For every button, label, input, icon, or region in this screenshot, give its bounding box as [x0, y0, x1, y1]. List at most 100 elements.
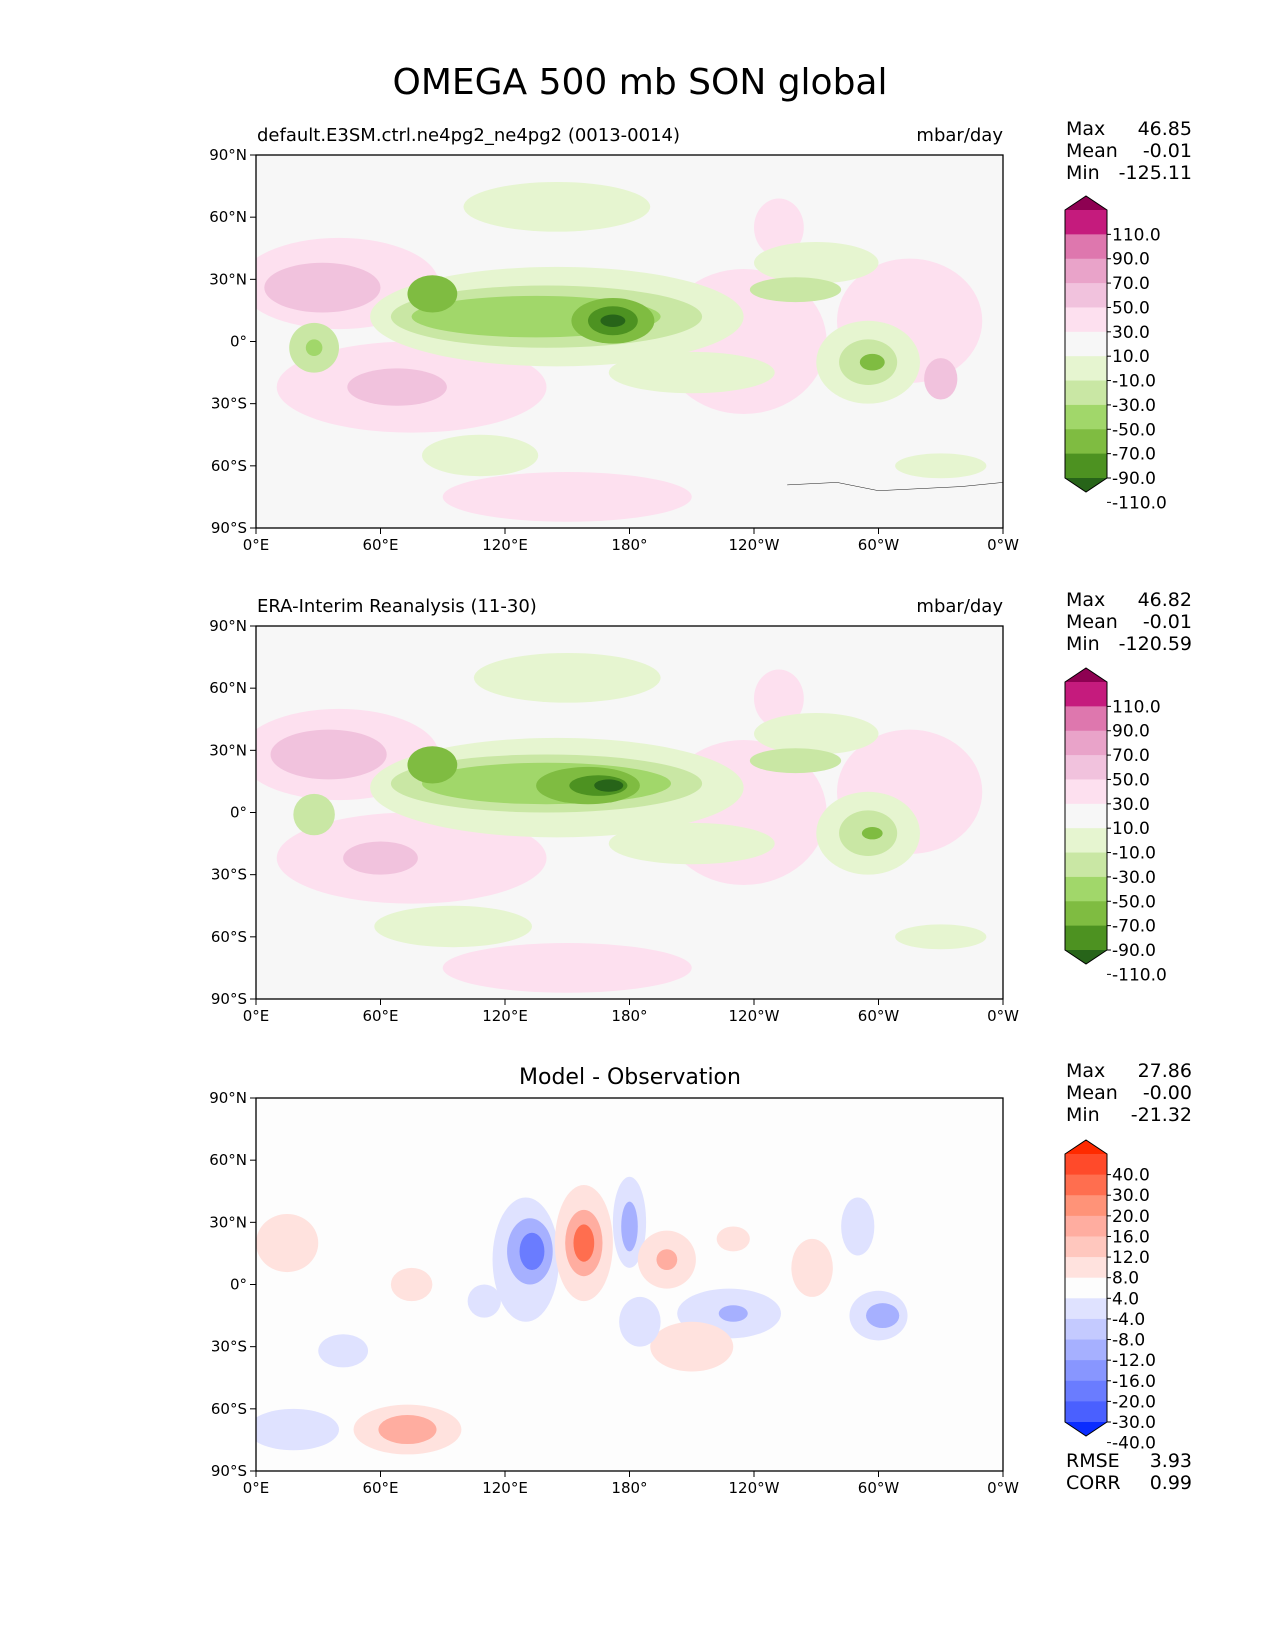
- contour-region: [467, 1284, 501, 1318]
- y-tick-label: 0°: [230, 804, 247, 822]
- colorbar-segment: [1065, 1360, 1107, 1382]
- x-tick-label: 0°E: [243, 1007, 270, 1025]
- colorbar-segment: [1065, 1298, 1107, 1320]
- stat-label: Min: [1066, 162, 1100, 184]
- colorbar-segment: [1065, 1174, 1107, 1196]
- contour-fields: [256, 181, 987, 522]
- stat-label: CORR: [1066, 1472, 1121, 1494]
- contour-region: [866, 1303, 900, 1329]
- colorbar-extension-bottom: [1065, 1422, 1107, 1436]
- x-tick-label: 60°W: [858, 1479, 900, 1497]
- y-tick-label: 30°S: [211, 866, 247, 884]
- contour-region: [924, 358, 958, 400]
- colorbar-segment: [1065, 901, 1107, 927]
- panel-left-title: ERA-Interim Reanalysis (11-30): [257, 596, 537, 617]
- colorbar-segment: [1065, 210, 1107, 235]
- contour-region: [754, 242, 879, 284]
- colorbar-segment: [1065, 1257, 1107, 1279]
- stat-value: 46.85: [1138, 118, 1192, 140]
- y-tick-label: 60°N: [209, 208, 247, 226]
- x-tick-label: 180°: [611, 1479, 647, 1497]
- x-tick-label: 0°E: [243, 536, 270, 554]
- colorbar-segment: [1065, 1401, 1107, 1423]
- contour-region: [264, 262, 381, 313]
- colorbar-tick-label: 30.0: [1112, 795, 1150, 815]
- y-tick-label: 90°N: [209, 617, 247, 635]
- colorbar-segment: [1065, 380, 1107, 406]
- colorbar-segment: [1065, 429, 1107, 455]
- stat-label: Min: [1066, 633, 1100, 655]
- colorbar-tick-label: 8.0: [1112, 1269, 1139, 1289]
- colorbar-extension-top: [1065, 668, 1107, 682]
- x-tick-label: 180°: [611, 1007, 647, 1025]
- stat-label: Mean: [1066, 1082, 1118, 1104]
- colorbar-segment: [1065, 404, 1107, 430]
- stat-label: Max: [1066, 1060, 1105, 1082]
- contour-region: [895, 924, 987, 950]
- contour-region: [791, 1238, 833, 1297]
- colorbar-tick-label: 10.0: [1112, 819, 1150, 839]
- x-tick-label: 180°: [611, 536, 647, 554]
- colorbar-segment: [1065, 1154, 1107, 1176]
- colorbar-segment: [1065, 307, 1107, 333]
- coastline-path: [256, 480, 1003, 497]
- colorbar-tick-label: -110.0: [1112, 493, 1167, 513]
- colorbar-segment: [1065, 356, 1107, 382]
- stat-value: 27.86: [1138, 1060, 1192, 1082]
- stat-label: Max: [1066, 589, 1105, 611]
- figure-title: OMEGA 500 mb SON global: [393, 62, 888, 103]
- stat-value: 3.93: [1150, 1450, 1192, 1472]
- stat-label: Mean: [1066, 140, 1118, 162]
- colorbar-tick-label: -12.0: [1112, 1351, 1156, 1371]
- contour-region: [716, 1226, 750, 1252]
- colorbar-segment: [1065, 258, 1107, 284]
- y-tick-label: 90°S: [211, 519, 247, 537]
- contour-region: [318, 1334, 369, 1368]
- colorbar-tick-label: -70.0: [1112, 917, 1156, 937]
- colorbar-tick-label: 10.0: [1112, 347, 1150, 367]
- contour-region: [621, 1201, 638, 1252]
- y-tick-label: 60°S: [211, 457, 247, 475]
- colorbar-tick-label: -30.0: [1112, 1413, 1156, 1433]
- colorbar-tick-label: -16.0: [1112, 1372, 1156, 1392]
- colorbar-segment: [1065, 682, 1107, 707]
- x-tick-label: 120°E: [482, 1479, 528, 1497]
- colorbar-segment: [1065, 803, 1107, 829]
- panel-difference: Model - Observation: [255, 1065, 1004, 1472]
- x-tick-label: 0°W: [987, 536, 1019, 554]
- colorbar-tick-label: -30.0: [1112, 868, 1156, 888]
- y-tick-label: 60°N: [209, 679, 247, 697]
- x-tick-label: 0°E: [243, 1479, 270, 1497]
- stat-label: RMSE: [1066, 1450, 1120, 1472]
- colorbar-segment: [1065, 453, 1107, 479]
- colorbar-tick-label: -90.0: [1112, 469, 1156, 489]
- contour-region: [293, 793, 335, 836]
- contour-region: [600, 314, 626, 327]
- y-tick-label: 90°S: [211, 1462, 247, 1480]
- contour-region: [256, 1408, 339, 1451]
- x-tick-label: 120°W: [729, 1479, 780, 1497]
- contour-region: [749, 277, 842, 303]
- coastlines: [256, 184, 1003, 1440]
- colorbar-segment: [1065, 925, 1107, 951]
- colorbar-segment: [1065, 779, 1107, 805]
- colorbar-segment: [1065, 1195, 1107, 1217]
- contour-region: [754, 713, 879, 755]
- contour-region: [270, 729, 387, 780]
- contour-region: [859, 353, 885, 371]
- y-tick-label: 90°S: [211, 990, 247, 1008]
- colorbar-tick-label: 16.0: [1112, 1227, 1150, 1247]
- x-tick-label: 120°W: [729, 1007, 780, 1025]
- contour-region: [573, 1224, 595, 1262]
- x-tick-label: 120°E: [482, 1007, 528, 1025]
- x-tick-label: 120°W: [729, 536, 780, 554]
- stat-value: 0.99: [1150, 1472, 1192, 1494]
- contour-region: [422, 434, 539, 477]
- contour-region: [463, 181, 651, 232]
- contour-region: [519, 1232, 545, 1270]
- y-tick-label: 60°S: [211, 928, 247, 946]
- colorbar-segment: [1065, 876, 1107, 902]
- y-tick-label: 60°N: [209, 1151, 247, 1169]
- stat-value: -0.00: [1143, 1082, 1192, 1104]
